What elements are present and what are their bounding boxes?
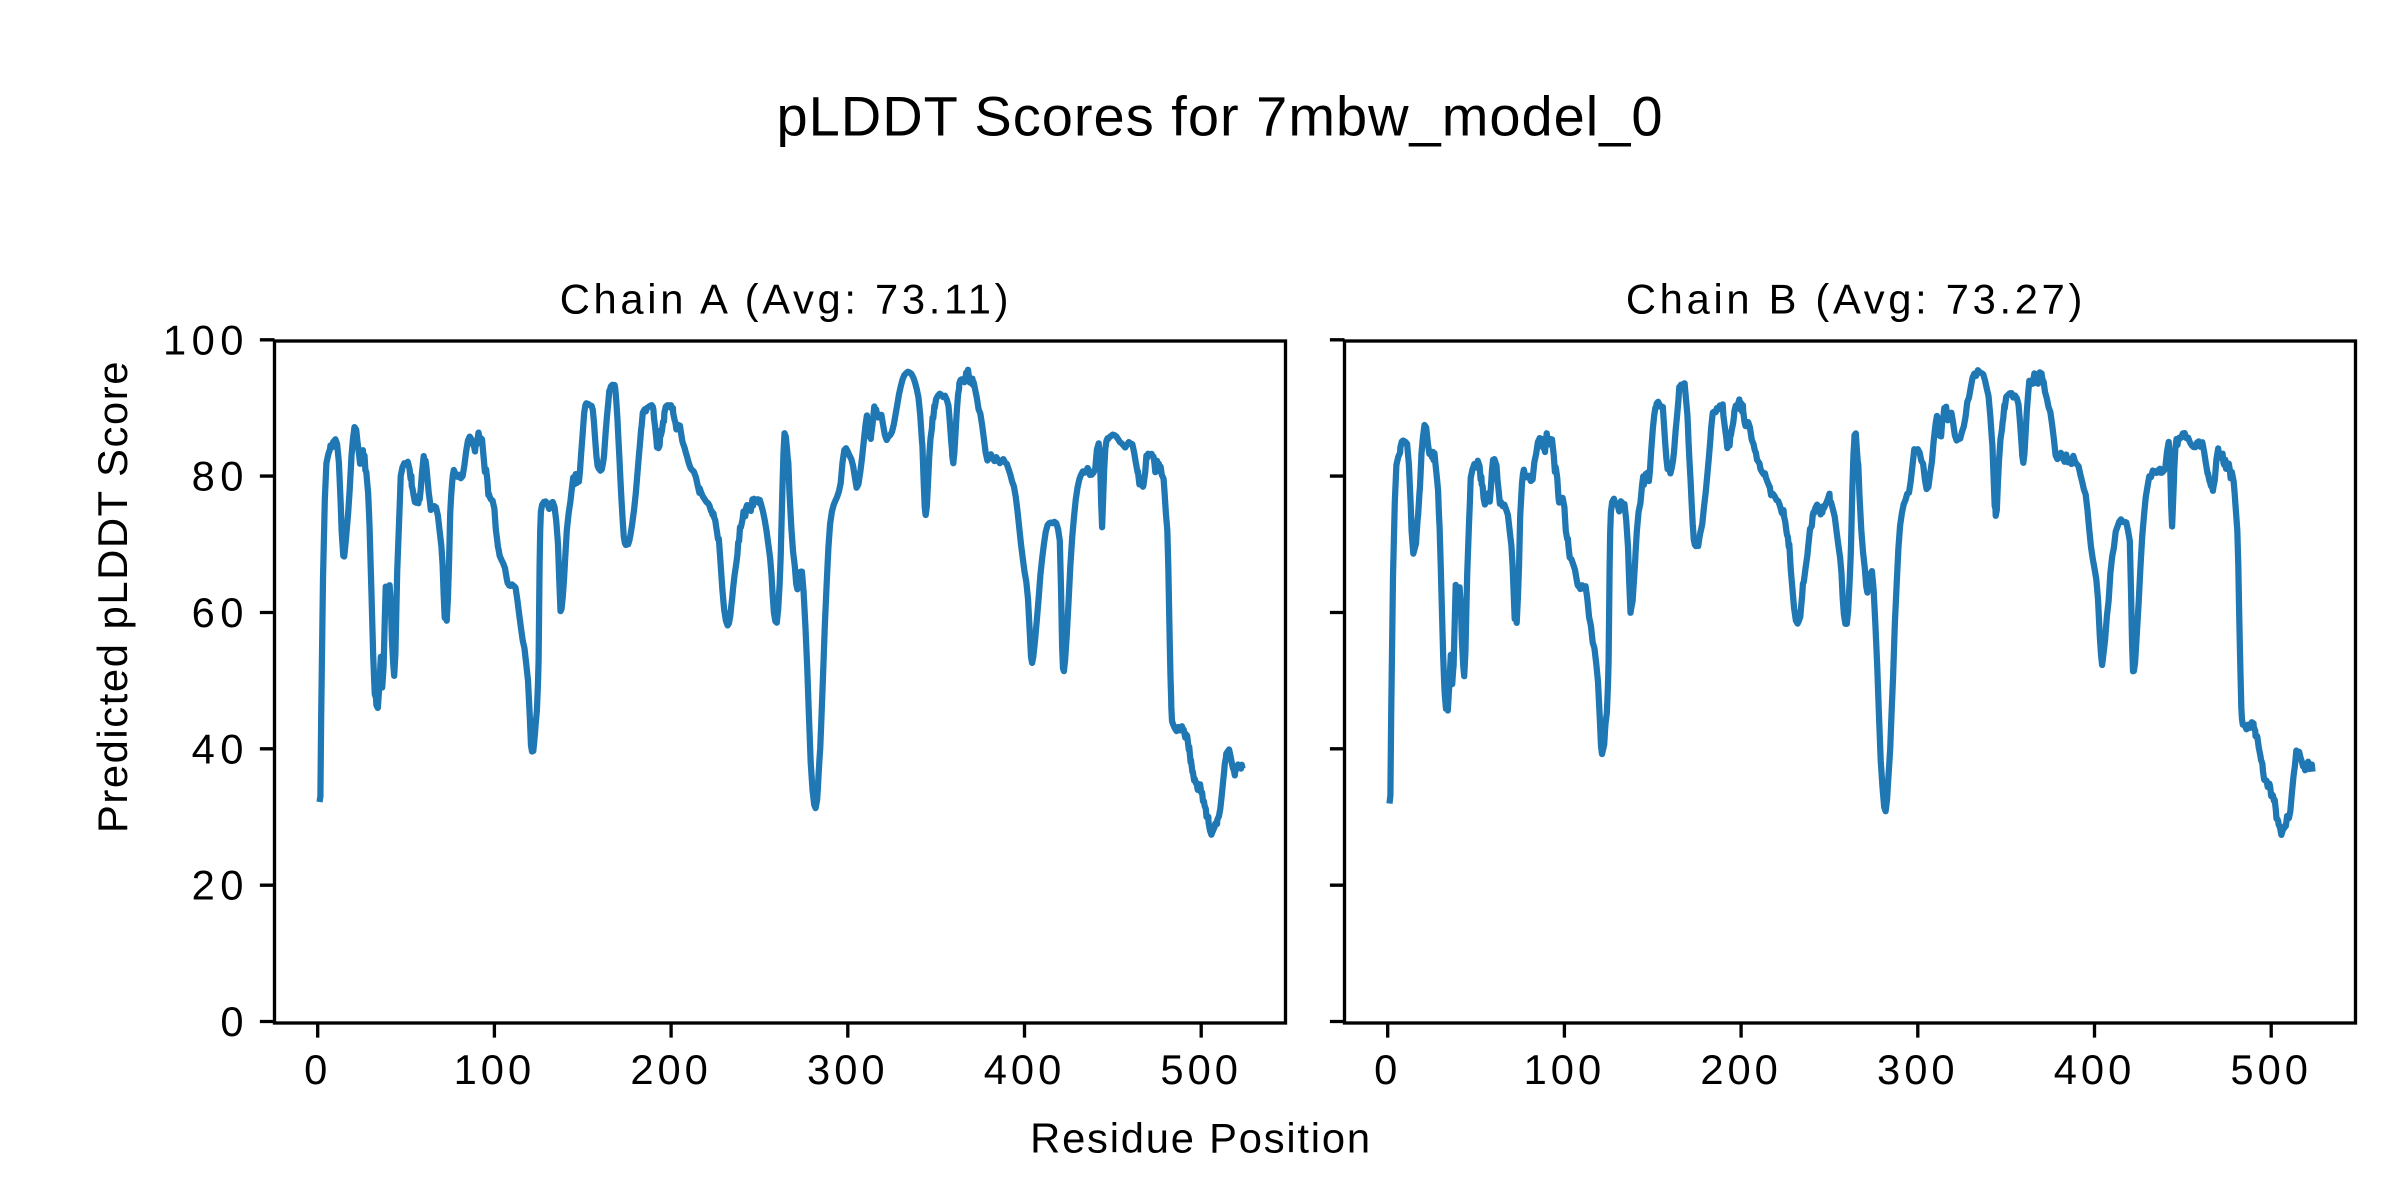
svg-text:Residue Position: Residue Position (1030, 1114, 1372, 1161)
svg-text:100: 100 (1524, 1046, 1606, 1093)
svg-text:500: 500 (1160, 1046, 1242, 1093)
svg-text:80: 80 (192, 453, 249, 500)
svg-text:20: 20 (192, 862, 249, 909)
svg-text:500: 500 (2230, 1046, 2312, 1093)
svg-text:100: 100 (163, 316, 249, 363)
svg-text:0: 0 (1374, 1046, 1401, 1093)
svg-text:300: 300 (1877, 1046, 1959, 1093)
svg-text:Chain A (Avg: 73.11): Chain A (Avg: 73.11) (560, 276, 1013, 323)
svg-text:pLDDT Scores for 7mbw_model_0: pLDDT Scores for 7mbw_model_0 (776, 85, 1663, 148)
svg-text:200: 200 (1700, 1046, 1782, 1093)
svg-text:Predicted pLDDT Score: Predicted pLDDT Score (89, 360, 136, 833)
svg-text:300: 300 (807, 1046, 889, 1093)
svg-text:100: 100 (454, 1046, 536, 1093)
svg-text:200: 200 (630, 1046, 712, 1093)
svg-text:400: 400 (2054, 1046, 2136, 1093)
svg-text:0: 0 (220, 998, 249, 1045)
svg-text:60: 60 (192, 589, 249, 636)
svg-text:40: 40 (192, 725, 249, 772)
svg-text:0: 0 (304, 1046, 331, 1093)
svg-text:Chain B (Avg: 73.27): Chain B (Avg: 73.27) (1626, 276, 2086, 323)
svg-text:400: 400 (984, 1046, 1066, 1093)
